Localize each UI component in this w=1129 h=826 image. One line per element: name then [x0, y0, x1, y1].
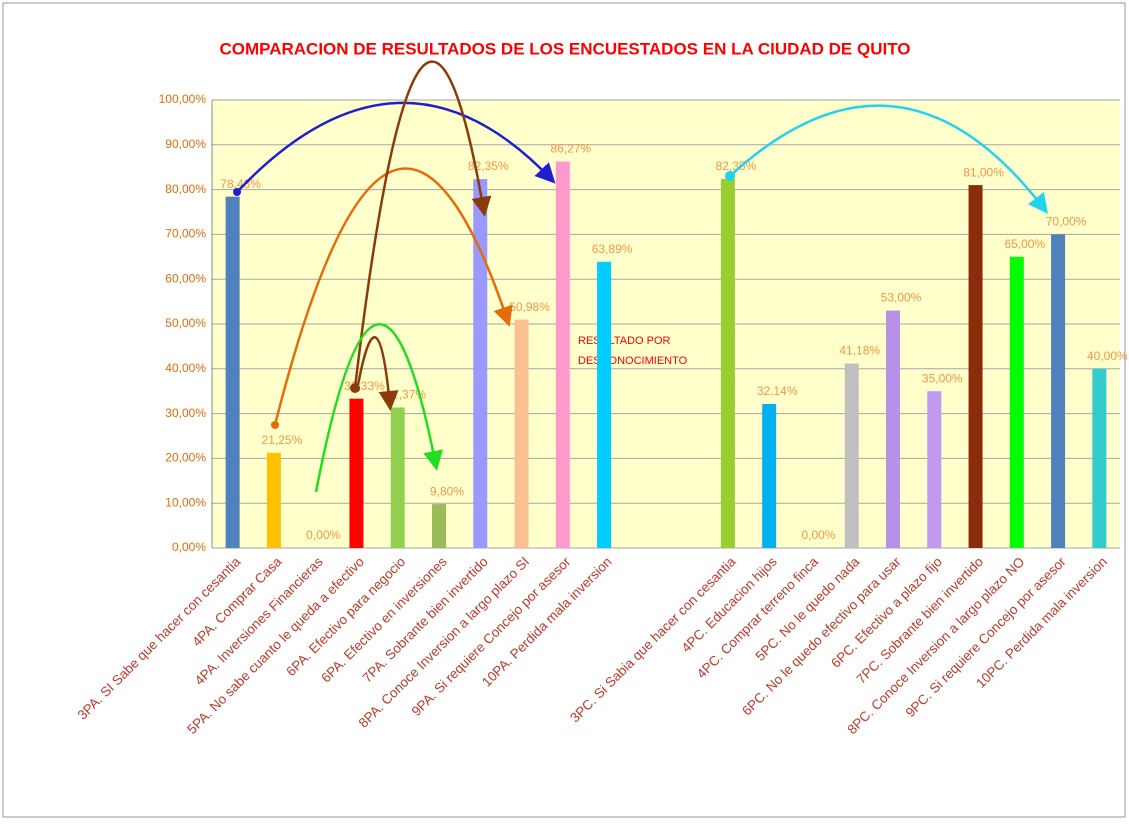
- bar: [555, 161, 570, 548]
- bar: [1009, 256, 1024, 548]
- value-label: 21,25%: [262, 433, 303, 447]
- bar: [968, 185, 983, 548]
- chart-title: COMPARACION DE RESULTADOS DE LOS ENCUEST…: [219, 39, 910, 58]
- value-label: 65,00%: [1004, 237, 1045, 251]
- bar: [349, 398, 364, 548]
- y-tick-label: 30,00%: [165, 406, 206, 420]
- bar: [762, 404, 777, 548]
- value-label: 0,00%: [801, 528, 835, 542]
- arrows: [233, 60, 1049, 493]
- bar: [597, 261, 612, 548]
- bar: [473, 179, 488, 548]
- y-tick-label: 80,00%: [165, 182, 206, 196]
- y-tick-label: 50,00%: [165, 316, 206, 330]
- value-label: 86,27%: [550, 142, 591, 156]
- arrow-dot: [350, 383, 360, 393]
- arrow-dot: [725, 171, 735, 181]
- bar: [266, 452, 281, 548]
- bar: [225, 196, 240, 548]
- bar: [514, 319, 529, 548]
- arrow: [353, 60, 492, 389]
- value-label: 40,00%: [1087, 349, 1128, 363]
- bar: [1092, 368, 1107, 548]
- y-tick-label: 60,00%: [165, 271, 206, 285]
- bar: [927, 391, 942, 548]
- y-tick-label: 100,00%: [159, 92, 207, 106]
- value-label: 63,89%: [592, 242, 633, 256]
- arrow: [236, 101, 556, 193]
- value-label: 33,33%: [344, 379, 385, 393]
- value-label: 50,98%: [509, 300, 550, 314]
- bar: [1051, 234, 1066, 548]
- y-tick-label: 0,00%: [172, 540, 206, 554]
- value-label: 35,00%: [922, 371, 963, 385]
- y-tick-label: 10,00%: [165, 495, 206, 509]
- annotation: RESULTADO POR: [578, 335, 671, 347]
- value-label: 32,14%: [757, 384, 798, 398]
- bar: [432, 504, 446, 548]
- value-label: 70,00%: [1046, 215, 1087, 229]
- bars: [225, 161, 1107, 548]
- value-label: 78,43%: [220, 177, 261, 191]
- arrow: [356, 336, 399, 411]
- y-tick-label: 90,00%: [165, 137, 206, 151]
- y-tick-label: 40,00%: [165, 361, 206, 375]
- bar: [844, 363, 859, 548]
- arrow: [314, 323, 443, 493]
- arrow-dot: [271, 421, 279, 429]
- y-tick-label: 20,00%: [165, 451, 206, 465]
- bar: [390, 407, 405, 548]
- value-label: 53,00%: [881, 291, 922, 305]
- bar: [720, 179, 735, 548]
- value-label: 82,35%: [468, 159, 509, 173]
- bar: [886, 310, 900, 548]
- arrow: [729, 104, 1049, 214]
- y-tick-label: 70,00%: [165, 227, 206, 241]
- value-label: 41,18%: [839, 344, 880, 358]
- value-label: 9,80%: [430, 484, 464, 498]
- arrow-dot: [233, 188, 241, 196]
- annotation: DESCONOCIMIENTO: [578, 355, 688, 367]
- value-label: 81,00%: [963, 165, 1004, 179]
- arrow: [273, 167, 513, 426]
- value-label: 0,00%: [306, 528, 340, 542]
